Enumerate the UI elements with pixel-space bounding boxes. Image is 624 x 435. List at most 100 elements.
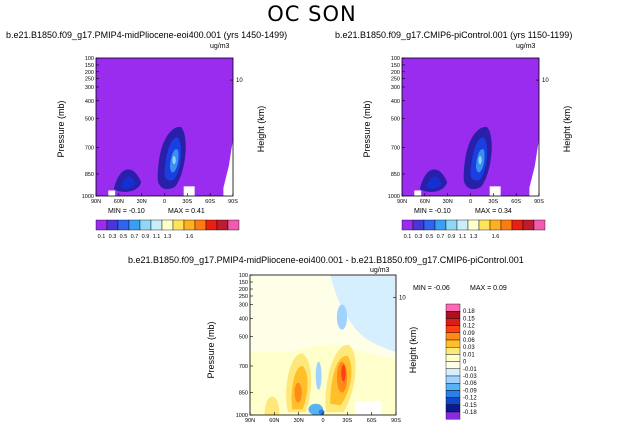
- colorbar1-swatch: [172, 219, 185, 231]
- panel1-ptick-label: 200: [85, 70, 94, 76]
- panel3-ptick-label: 150: [239, 280, 248, 286]
- panel1-ptick-label: 700: [85, 146, 94, 152]
- panel3-min: MIN = -0.06: [413, 285, 450, 292]
- colorbar1-swatch: [106, 219, 119, 231]
- panel3-lat-tick-label: 60N: [269, 418, 279, 424]
- panel1-lat-tick-label: 30N: [137, 199, 147, 205]
- panel3-max: MAX = 0.09: [470, 285, 507, 292]
- panel2-ptick-label: 400: [391, 99, 400, 105]
- colorbar3-swatch: [445, 404, 461, 413]
- colorbar2-swatch: [489, 219, 502, 231]
- panel3-contour-neg-upper: [330, 275, 396, 352]
- colorbar2-swatch: [467, 219, 480, 231]
- panel3-contour-neg-core: [336, 304, 348, 330]
- panel1-units: ug/m3: [210, 43, 230, 50]
- panel3-ptick-label: 700: [239, 364, 248, 370]
- colorbar3-level-label: 0.12: [463, 324, 475, 330]
- colorbar3-level-label: -0.03: [463, 374, 477, 380]
- panel3-no-data-region: [355, 401, 382, 415]
- colorbar3-level-label: -0.09: [463, 388, 477, 394]
- panel1-lat-tick-label: 60N: [114, 199, 124, 205]
- panel2-ptick-label: 200: [391, 70, 400, 76]
- panel2-subtitle: b.e21.B1850.f09_g17.CMIP6-piControl.001 …: [335, 30, 573, 40]
- colorbar1-swatch: [161, 219, 174, 231]
- panel1-contour-left-core: [120, 176, 136, 189]
- panel1-contour-plume-peak: [172, 155, 176, 165]
- colorbar3-swatch: [445, 332, 461, 341]
- colorbar1-swatch: [128, 219, 141, 231]
- colorbar1-level-label: 0.9: [142, 234, 150, 240]
- colorbar3-swatch: [445, 339, 461, 348]
- panel1-ptick-label: 500: [85, 117, 94, 123]
- colorbar1-level-label: 0.3: [109, 234, 117, 240]
- colorbar3-swatch: [445, 390, 461, 398]
- panel1-ptick-label: 850: [85, 172, 94, 178]
- panel1-ptick-label: 100: [85, 56, 94, 62]
- panel2-ptick-label: 1000: [388, 194, 400, 200]
- panel2-max: MAX = 0.34: [475, 208, 512, 215]
- colorbar3-level-label: 0.06: [463, 338, 475, 344]
- panel2-lat-tick-label: 60S: [511, 199, 521, 205]
- panel2-ptick-label: 150: [391, 63, 400, 69]
- colorbar1-level-label: 0.7: [131, 234, 139, 240]
- colorbar3-swatch: [445, 303, 461, 312]
- colorbar1-level-label: 0.1: [98, 234, 106, 240]
- panel1-min: MIN = -0.10: [108, 208, 145, 215]
- panel3-lat-tick-label: 0: [321, 418, 324, 424]
- colorbar3-level-label: 0.09: [463, 331, 475, 337]
- panel3-ptick-label: 300: [239, 302, 248, 308]
- colorbar3-level-label: -0.18: [463, 410, 477, 416]
- colorbar2-swatch: [522, 219, 535, 231]
- panel2-ptick-label: 300: [391, 85, 400, 91]
- panel2-contour-plume-peak: [478, 155, 482, 165]
- colorbar1-swatch: [216, 219, 229, 231]
- colorbar1-swatch: [139, 219, 152, 231]
- colorbar3-swatch: [445, 383, 461, 391]
- colorbar2-level-label: 1.6: [492, 234, 500, 240]
- panel2-htick-label: 10: [542, 78, 549, 84]
- colorbar2-swatch: [511, 219, 524, 231]
- colorbar3-swatch: [445, 397, 461, 406]
- panel1-no-data-region: [108, 190, 116, 196]
- panel1-lat-tick-label: 90S: [228, 199, 238, 205]
- panel3-lat-tick-label: 30N: [294, 418, 304, 424]
- panel3-lat-tick-label: 30S: [342, 418, 352, 424]
- panel3-ptick-label: 1000: [236, 413, 248, 419]
- panel1-no-data-region: [183, 186, 195, 196]
- colorbar2-swatch: [401, 219, 414, 231]
- panel1-htick-label: 10: [236, 78, 243, 84]
- colorbar1-swatch: [227, 219, 240, 231]
- panel3-ptick-label: 850: [239, 391, 248, 397]
- panel1-ptick-label: 300: [85, 85, 94, 91]
- panel1-ptick-label: 400: [85, 99, 94, 105]
- colorbar3-swatch: [445, 368, 461, 377]
- panel2-min: MIN = -0.10: [414, 208, 451, 215]
- colorbar1-swatch: [117, 219, 130, 231]
- colorbar1-level-label: 1.6: [186, 234, 194, 240]
- panel1-ptick-label: 1000: [82, 194, 94, 200]
- colorbar1-level-label: 0.5: [120, 234, 128, 240]
- panel3-lat-tick-label: 90S: [391, 418, 401, 424]
- panel3-ptick-label: 400: [239, 316, 248, 322]
- panel1-lat-tick-label: 60S: [205, 199, 215, 205]
- colorbar3-level-label: -0.06: [463, 381, 477, 387]
- colorbar3-swatch: [445, 325, 461, 334]
- panel3-lat-tick-label: 90N: [245, 418, 255, 424]
- colorbar2-level-label: 0.7: [437, 234, 445, 240]
- colorbar3-level-label: 0.18: [463, 309, 475, 315]
- colorbar3-swatch: [445, 347, 461, 355]
- panel2-no-data-region: [414, 190, 422, 196]
- colorbar1-swatch: [205, 219, 218, 231]
- colorbar1-swatch: [95, 219, 108, 231]
- colorbar1-level-label: 1.1: [153, 234, 161, 240]
- panel2-ptick-label: 500: [391, 117, 400, 123]
- colorbar3-level-label: 0.01: [463, 352, 475, 358]
- panel2-ptick-label: 700: [391, 146, 400, 152]
- colorbar2-swatch: [456, 219, 469, 231]
- panel2-lat-tick-label: 30N: [443, 199, 453, 205]
- panel3-contour-left-lobe: [264, 396, 280, 415]
- main-title: OC SON: [267, 2, 357, 26]
- panel3-contour-right-plume-peak: [341, 364, 346, 382]
- panel3-ptick-label: 100: [239, 273, 248, 279]
